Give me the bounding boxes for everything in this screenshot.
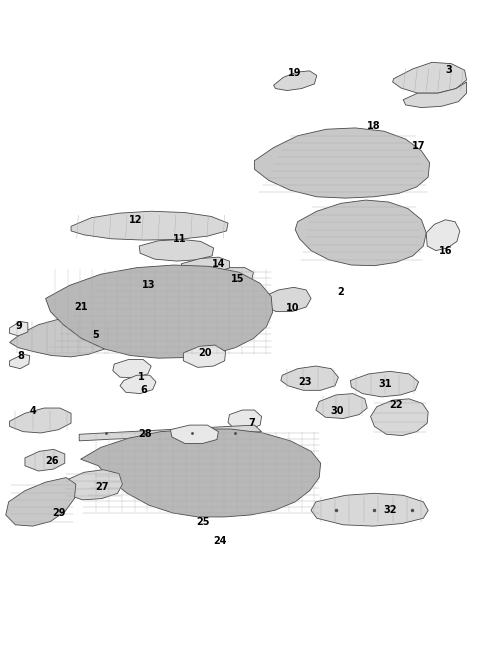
Text: 29: 29: [52, 508, 66, 518]
Polygon shape: [139, 239, 214, 261]
Polygon shape: [350, 371, 419, 397]
Polygon shape: [281, 366, 338, 390]
Polygon shape: [46, 265, 273, 358]
Polygon shape: [264, 287, 311, 312]
Text: 19: 19: [288, 68, 301, 79]
Polygon shape: [371, 399, 428, 436]
Text: 7: 7: [249, 418, 255, 428]
Polygon shape: [403, 82, 467, 108]
Text: 26: 26: [45, 456, 59, 466]
Text: 5: 5: [93, 329, 99, 340]
Text: 10: 10: [286, 303, 300, 314]
Polygon shape: [25, 449, 65, 471]
Text: 9: 9: [16, 321, 23, 331]
Text: 18: 18: [367, 121, 380, 131]
Text: 24: 24: [213, 536, 227, 546]
Polygon shape: [62, 470, 122, 500]
Text: 20: 20: [199, 348, 212, 358]
Polygon shape: [393, 62, 467, 93]
Polygon shape: [216, 268, 253, 282]
Text: 27: 27: [96, 482, 109, 492]
Text: 23: 23: [298, 377, 312, 387]
Polygon shape: [10, 354, 30, 369]
Text: 14: 14: [212, 258, 225, 269]
Polygon shape: [71, 211, 228, 240]
Polygon shape: [120, 375, 156, 394]
Polygon shape: [274, 71, 317, 91]
Polygon shape: [311, 493, 428, 526]
Polygon shape: [170, 425, 218, 443]
Text: 1: 1: [138, 372, 145, 382]
Polygon shape: [426, 220, 460, 251]
Text: 13: 13: [142, 280, 156, 291]
Polygon shape: [81, 429, 321, 517]
Polygon shape: [10, 321, 28, 336]
Text: 15: 15: [231, 274, 244, 284]
Text: 12: 12: [129, 215, 143, 225]
Polygon shape: [316, 394, 367, 419]
Text: 17: 17: [412, 140, 425, 151]
Text: 3: 3: [445, 65, 452, 75]
Polygon shape: [79, 425, 262, 441]
Polygon shape: [181, 257, 229, 274]
Polygon shape: [295, 200, 426, 266]
Text: 32: 32: [384, 505, 397, 516]
Polygon shape: [228, 410, 262, 430]
Text: 28: 28: [139, 429, 152, 440]
Polygon shape: [113, 359, 151, 378]
Polygon shape: [50, 305, 85, 316]
Polygon shape: [6, 478, 76, 526]
Text: 8: 8: [17, 350, 24, 361]
Text: 4: 4: [29, 406, 36, 417]
Text: 30: 30: [331, 406, 344, 417]
Text: 2: 2: [337, 287, 344, 297]
Polygon shape: [183, 345, 226, 367]
Polygon shape: [254, 128, 430, 198]
Text: 21: 21: [74, 302, 87, 312]
Text: 25: 25: [196, 516, 209, 527]
Text: 11: 11: [173, 234, 187, 245]
Text: 6: 6: [141, 385, 147, 396]
Polygon shape: [10, 408, 71, 433]
Polygon shape: [10, 318, 114, 357]
Text: 31: 31: [379, 379, 392, 389]
Text: 16: 16: [439, 246, 452, 256]
Text: 22: 22: [389, 400, 403, 410]
